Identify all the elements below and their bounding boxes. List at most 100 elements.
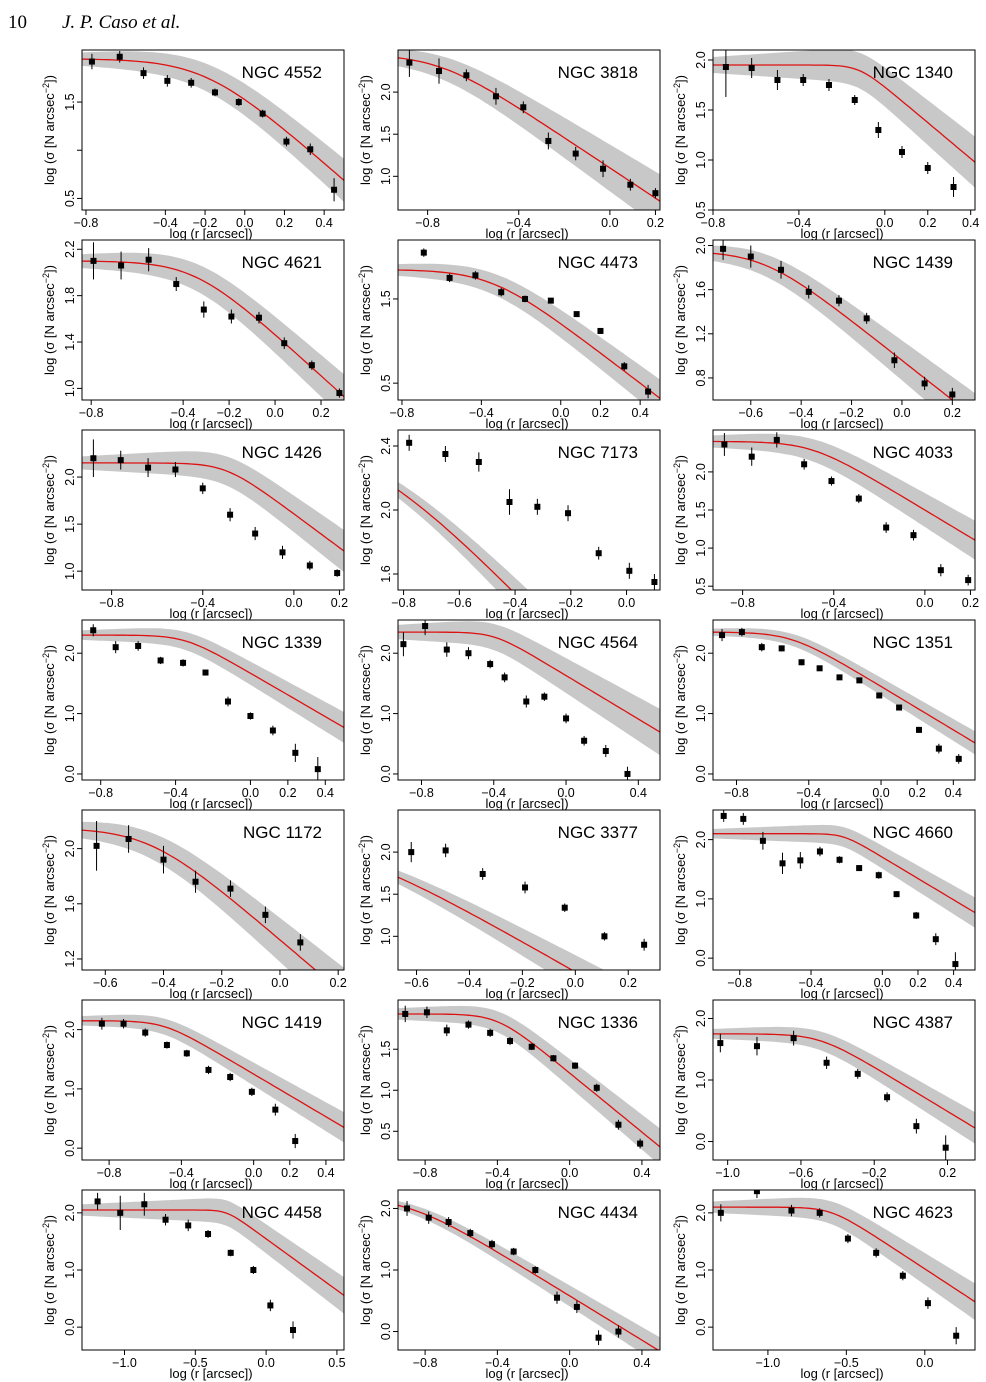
data-point: [112, 644, 119, 651]
plot-area: [82, 50, 344, 202]
x-tick-label: −0.4: [469, 406, 494, 420]
data-point: [436, 68, 443, 75]
data-point: [641, 941, 648, 948]
x-tick-label: −0.8: [415, 216, 440, 230]
data-point: [863, 315, 870, 322]
plot-area: [398, 842, 648, 970]
y-tick-label: 2.0: [63, 1204, 77, 1221]
x-tick-label: −0.8: [97, 1166, 122, 1180]
x-tick-label: −0.2: [209, 976, 234, 990]
data-point: [910, 532, 917, 539]
panel-title: NGC 1339: [242, 633, 322, 652]
x-tick-label: −0.4: [457, 976, 482, 990]
y-tick-label: 0.5: [694, 201, 708, 218]
x-axis-label: log (r [arcsec]): [169, 226, 252, 241]
data-point: [624, 770, 631, 777]
y-axis-label: log (σ [N arcsec−2]): [41, 1025, 57, 1135]
data-point: [507, 1038, 514, 1045]
data-point: [748, 65, 755, 71]
x-tick-label: 0.4: [631, 406, 648, 420]
x-tick-label: −0.4: [485, 1356, 510, 1370]
y-tick-label: 1.0: [63, 1261, 77, 1278]
data-point: [510, 1248, 517, 1255]
panel-title: NGC 1172: [243, 823, 322, 842]
data-point: [522, 295, 529, 302]
data-point: [891, 357, 898, 364]
x-tick-label: 0.0: [874, 976, 891, 990]
data-point: [141, 1201, 148, 1208]
x-tick-label: 0.0: [245, 1166, 262, 1180]
y-tick-label: 2.2: [63, 241, 77, 258]
plot-frame: [397, 619, 661, 781]
x-tick-label: −0.5: [834, 1356, 859, 1370]
data-point: [135, 642, 142, 649]
x-tick-label: −0.8: [730, 596, 755, 610]
panel-title: NGC 4552: [242, 63, 322, 82]
plot-area: [398, 434, 658, 590]
confidence-band: [82, 51, 344, 202]
data-point: [828, 478, 835, 485]
chart-panel: −0.8 −0.4 −0.2 0.0 0.2 0.4 0.5 1.5 NGC 4552 log (…: [41, 49, 345, 241]
x-tick-label: 0.2: [939, 1166, 956, 1180]
fit-curve: [713, 64, 975, 163]
plot-frame: [397, 809, 661, 971]
data-point: [875, 872, 882, 879]
data-point: [116, 53, 123, 60]
data-point: [267, 1302, 274, 1309]
y-axis-label: log (σ [N arcsec−2]): [357, 835, 373, 945]
x-tick-label: −0.4: [787, 216, 812, 230]
y-tick-label: 0.0: [63, 765, 77, 782]
data-point: [924, 1300, 931, 1307]
y-tick-label: 1.0: [63, 380, 77, 397]
confidence-band: [713, 433, 975, 560]
data-point: [118, 262, 125, 269]
data-point: [942, 1144, 949, 1151]
data-point: [463, 72, 470, 79]
x-tick-label: −0.4: [796, 786, 821, 800]
y-tick-label: 2.0: [694, 463, 708, 480]
data-point: [227, 511, 234, 518]
x-tick-label: −0.8: [99, 596, 124, 610]
chart-panel: −0.8 −0.6 −0.4 −0.2 0.0 1.6 2.0 2.4 NGC 7173 log …: [357, 429, 661, 621]
plot-area: [398, 248, 660, 400]
panel-title: NGC 7173: [558, 443, 638, 462]
data-point: [423, 1009, 430, 1016]
data-point: [532, 1267, 539, 1273]
data-point: [955, 755, 962, 762]
data-point: [952, 961, 959, 968]
data-point: [307, 146, 314, 153]
x-tick-label: 0.0: [601, 216, 618, 230]
y-tick-label: 0.5: [379, 1123, 393, 1140]
data-point: [913, 1123, 920, 1130]
x-tick-label: 0.2: [276, 216, 293, 230]
data-point: [98, 1020, 105, 1027]
fit-curve: [398, 269, 660, 399]
data-point: [652, 190, 659, 197]
x-tick-label: 0.2: [647, 216, 664, 230]
data-point: [248, 1088, 255, 1095]
x-tick-label: 0.0: [893, 406, 910, 420]
data-point: [279, 549, 286, 556]
data-point: [520, 104, 527, 111]
data-point: [554, 1294, 561, 1301]
x-tick-label: −0.4: [485, 1166, 510, 1180]
plot-area: [713, 240, 975, 400]
data-point: [637, 1140, 644, 1147]
x-tick-label: −1.0: [756, 1356, 781, 1370]
y-tick-label: 1.0: [694, 1071, 708, 1088]
data-point: [778, 645, 785, 652]
data-point: [173, 281, 180, 288]
chart-panel: −0.8 −0.4 0.0 0.2 1.0 1.5 2.0 NGC 1426 log (r [a…: [41, 429, 348, 621]
y-tick-label: 2.0: [379, 843, 393, 860]
data-point: [331, 186, 338, 193]
chart-panel: −0.8 −0.4 0.0 0.2 0.4 0.0 1.0 2.0 NGC 1419 log (r…: [41, 999, 345, 1191]
data-point: [601, 933, 608, 940]
data-point: [844, 1235, 851, 1242]
confidence-band: [398, 50, 660, 210]
data-point: [748, 453, 755, 460]
y-tick-label: 1.5: [379, 1041, 393, 1058]
data-point: [747, 253, 754, 260]
y-tick-label: 2.0: [694, 51, 708, 68]
x-tick-label: −0.8: [409, 786, 434, 800]
data-point: [475, 459, 482, 465]
